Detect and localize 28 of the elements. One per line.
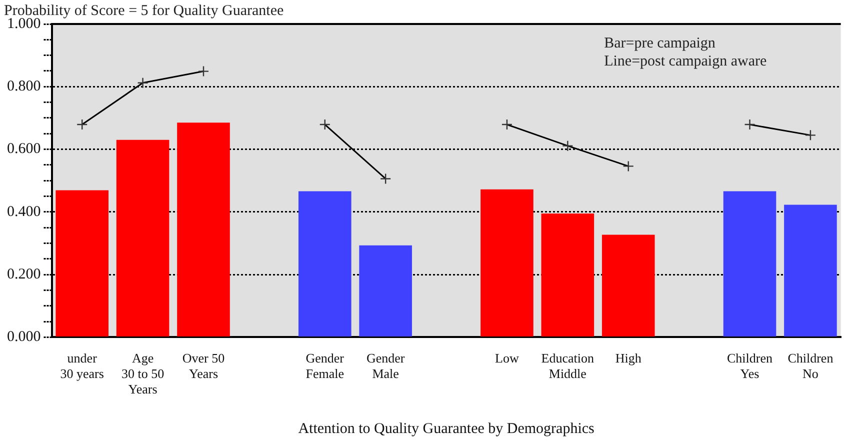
x-tick-label: Age 30 to 50 Years bbox=[121, 350, 164, 397]
bar bbox=[480, 189, 534, 336]
x-tick-label: High bbox=[615, 350, 642, 366]
y-tick-label: 0.400 bbox=[7, 204, 41, 220]
bar bbox=[298, 191, 352, 336]
annotation: Bar=pre campaign bbox=[604, 35, 716, 52]
x-tick-label: Gender Female bbox=[306, 350, 345, 382]
x-tick-label: Children No bbox=[788, 350, 834, 382]
bar bbox=[541, 213, 594, 336]
bar bbox=[56, 190, 108, 336]
x-tick-label: Children Yes bbox=[727, 350, 773, 382]
x-tick-label: Low bbox=[495, 350, 520, 366]
x-tick-label: under 30 years bbox=[60, 350, 104, 382]
bar bbox=[723, 191, 776, 336]
bar bbox=[116, 140, 170, 336]
x-axis-title: Attention to Quality Guarantee by Demographics bbox=[298, 420, 595, 437]
x-tick-label: Education Middle bbox=[541, 350, 595, 382]
y-tick-label: 0.000 bbox=[7, 329, 41, 346]
bar bbox=[359, 245, 412, 336]
bar bbox=[784, 204, 837, 336]
x-tick-label: Gender Male bbox=[366, 350, 406, 382]
annotation: Line=post campaign aware bbox=[604, 53, 767, 70]
y-tick-label: 0.600 bbox=[7, 141, 41, 158]
y-tick-label: 0.200 bbox=[7, 266, 41, 282]
y-tick-label: 0.800 bbox=[7, 78, 41, 95]
bar bbox=[177, 122, 230, 336]
x-tick-label: Over 50 Years bbox=[182, 350, 225, 382]
bar bbox=[602, 234, 655, 336]
